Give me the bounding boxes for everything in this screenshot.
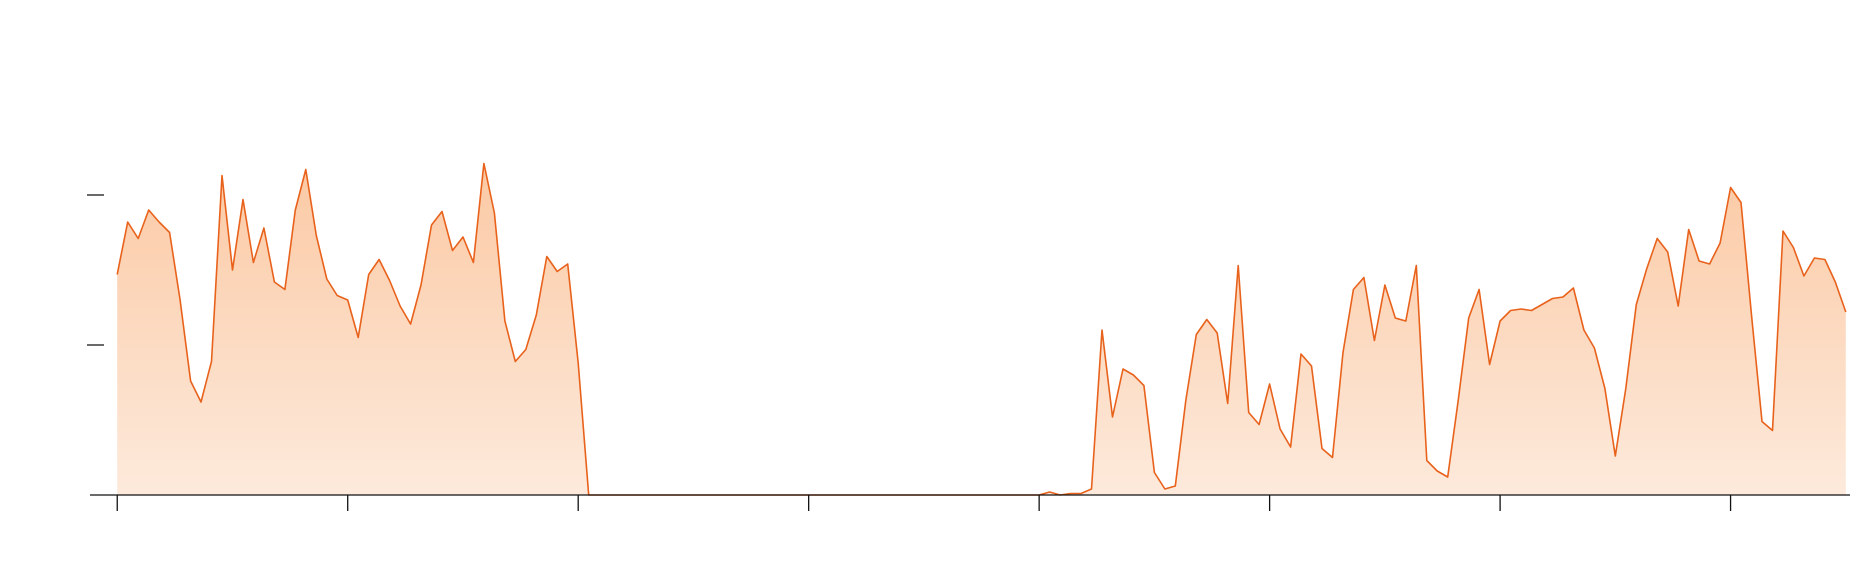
series-0-area-fill xyxy=(117,163,1846,495)
axes xyxy=(87,194,1850,511)
plot-area xyxy=(116,162,1847,496)
